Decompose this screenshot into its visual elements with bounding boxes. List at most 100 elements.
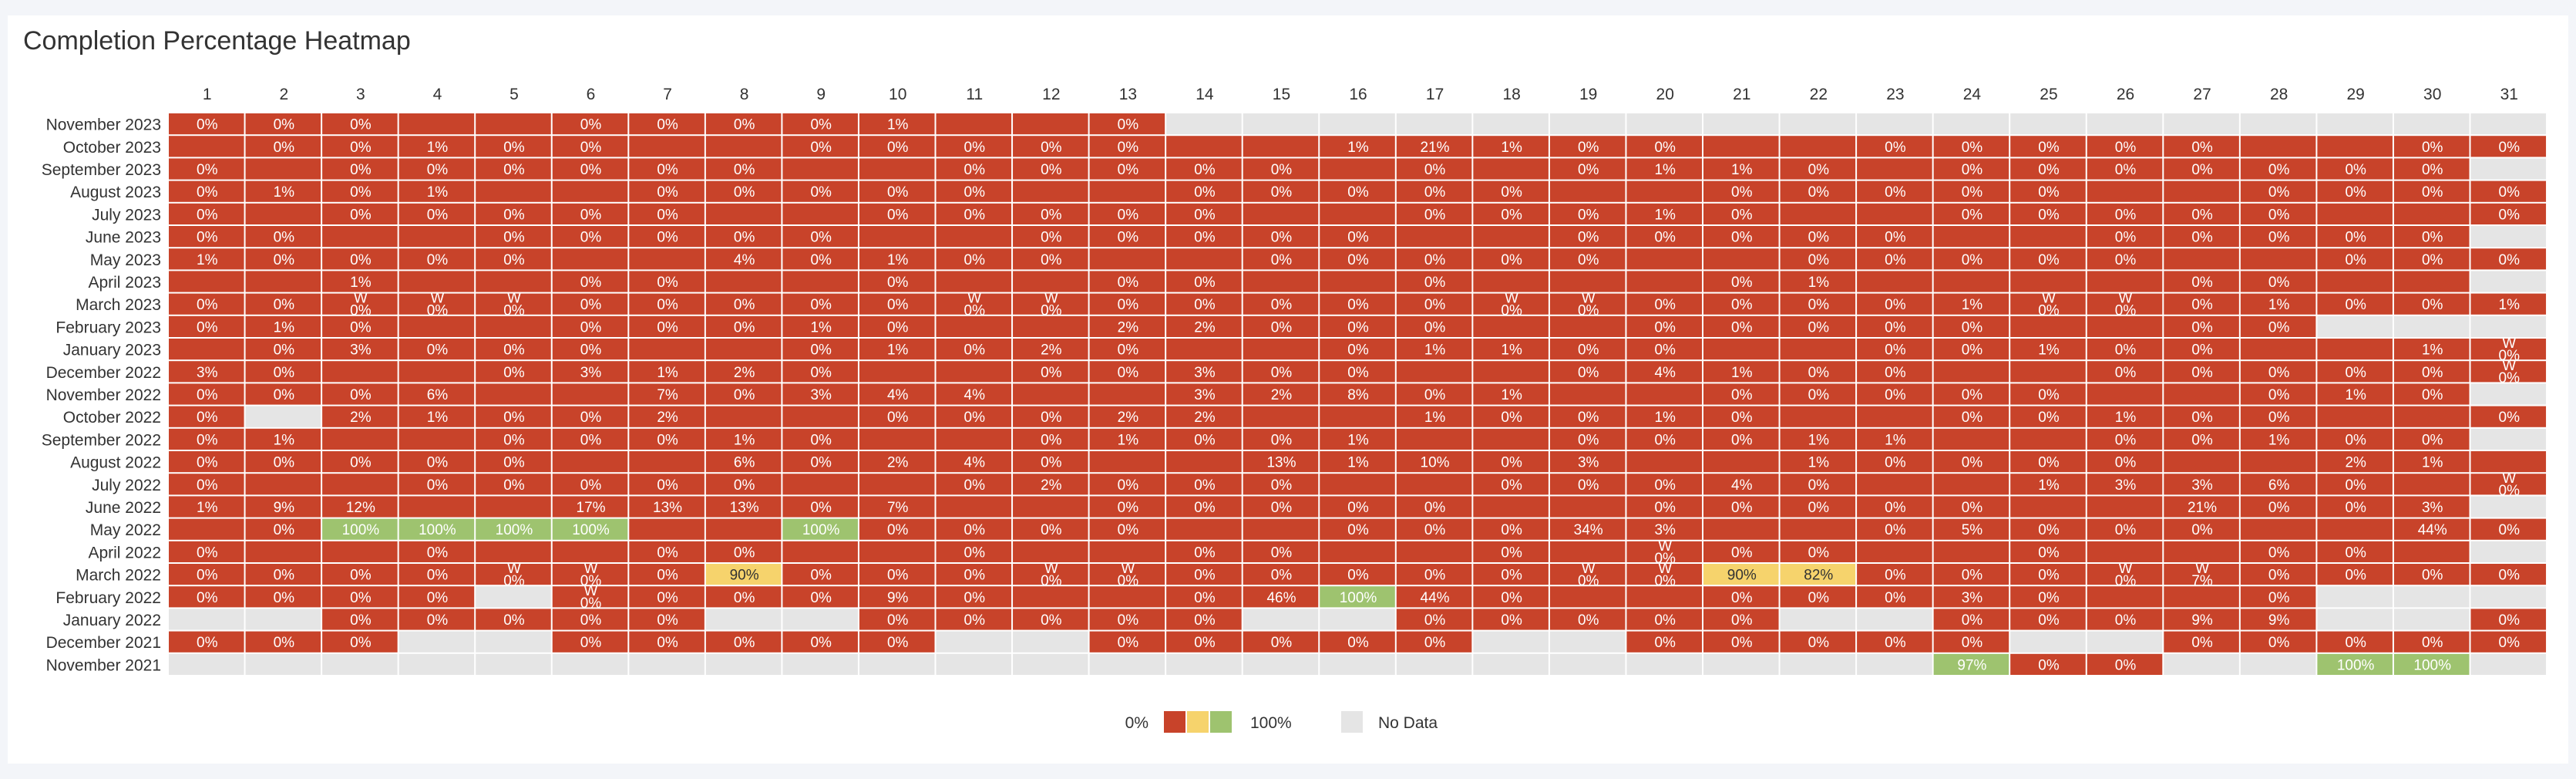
heatmap-cell (2087, 564, 2163, 585)
heatmap-cell (2164, 428, 2239, 450)
heatmap-cell (1089, 136, 1165, 157)
heatmap-cell (476, 609, 551, 630)
cell-label: 0% (2191, 365, 2213, 381)
cell-weekend-marker: W (1582, 561, 1596, 577)
heatmap-cell (1013, 226, 1088, 248)
cell-label: 13% (730, 500, 759, 516)
heatmap-cell (2240, 383, 2316, 405)
cell-label: 0% (1194, 635, 1216, 651)
heatmap-cell (1166, 158, 1242, 180)
heatmap-cell (1933, 541, 2009, 562)
heatmap-cell (629, 609, 705, 630)
heatmap-cell (399, 653, 475, 675)
cell-label: 0% (1118, 477, 1139, 494)
heatmap-cell (859, 496, 935, 518)
heatmap-cell (1243, 361, 1319, 383)
heatmap-cell (1473, 158, 1549, 180)
heatmap-cell (936, 496, 1012, 518)
cell-label: 0% (734, 545, 755, 561)
cell-label: 0% (2499, 410, 2521, 426)
cell-label: 0% (1041, 140, 1062, 156)
cell-label: 1% (2345, 387, 2366, 403)
cell-label: 9% (2268, 612, 2290, 629)
heatmap-cell (2164, 226, 2239, 248)
heatmap-cell (2470, 609, 2547, 630)
cell-label: 0% (2268, 410, 2290, 426)
month-label: June 2022 (86, 499, 161, 517)
heatmap-cell (1166, 113, 1242, 135)
heatmap-cell (1013, 383, 1088, 405)
heatmap-cell (1780, 248, 1856, 270)
heatmap-cell (1089, 609, 1165, 630)
cell-label: 0% (1654, 319, 1676, 336)
heatmap-cell (859, 631, 935, 653)
heatmap-cell (629, 586, 705, 608)
cell-label: 0% (810, 432, 832, 448)
cell-label: 17% (577, 500, 606, 516)
cell-label: 6% (734, 455, 755, 471)
heatmap-cell (476, 653, 551, 675)
month-label: May 2023 (90, 251, 161, 269)
month-label: March 2023 (76, 296, 161, 314)
cell-label: 82% (1804, 568, 1833, 584)
heatmap-cell (629, 564, 705, 585)
heatmap-cell (169, 136, 244, 157)
heatmap-cell (245, 339, 321, 360)
heatmap-cell (2087, 180, 2163, 202)
heatmap-cell (2393, 451, 2470, 473)
heatmap-cell (1243, 293, 1319, 315)
heatmap-cell (1549, 136, 1626, 157)
cell-label: 0% (2191, 342, 2213, 359)
heatmap-cell (1013, 136, 1088, 157)
heatmap-cell (1473, 609, 1549, 630)
heatmap-cell (1780, 383, 1856, 405)
heatmap-cell (322, 293, 398, 315)
cell-label: 2% (2345, 455, 2366, 471)
heatmap-cell (782, 586, 858, 608)
heatmap-cell (1780, 631, 1856, 653)
heatmap-cell (476, 361, 551, 383)
cell-label: 0% (657, 117, 678, 133)
cell-label: 0% (2422, 387, 2443, 403)
heatmap-cell (1396, 541, 1472, 562)
cell-label: 0% (887, 140, 909, 156)
cell-label: 0% (1118, 612, 1139, 629)
heatmap-cell (2393, 293, 2470, 315)
cell-label: 0% (2422, 297, 2443, 313)
cell-label: 1% (734, 432, 755, 448)
cell-label: 0% (197, 432, 218, 448)
heatmap-cell (1626, 586, 1702, 608)
cell-label: 0% (1118, 635, 1139, 651)
heatmap-cell (1933, 113, 2009, 135)
heatmap-cell (859, 586, 935, 608)
heatmap-cell (2393, 339, 2470, 360)
heatmap-cell (1473, 564, 1549, 585)
heatmap-cell (2240, 248, 2316, 270)
cell-label: 0% (1578, 252, 1599, 268)
cell-label: 2% (734, 365, 755, 381)
heatmap-cell (1166, 203, 1242, 224)
heatmap-cell (629, 293, 705, 315)
heatmap-cell (2317, 474, 2393, 495)
heatmap-cell (859, 226, 935, 248)
cell-label: 0% (350, 117, 372, 133)
heatmap-cell (2087, 271, 2163, 292)
cell-label: 0% (2499, 207, 2521, 223)
heatmap-cell (2087, 406, 2163, 427)
cell-label: 0% (964, 162, 986, 178)
heatmap-cell (1013, 451, 1088, 473)
heatmap-cell (1549, 293, 1626, 315)
cell-label: 0% (1578, 342, 1599, 359)
cell-label: 1% (427, 140, 449, 156)
heatmap-cell (1703, 496, 1779, 518)
cell-weekend-marker: W (1658, 538, 1672, 555)
heatmap-cell (705, 315, 782, 337)
heatmap-cell (1933, 518, 2009, 540)
heatmap-cell (859, 136, 935, 157)
heatmap-cell (1549, 339, 1626, 360)
heatmap-cell (1089, 653, 1165, 675)
cell-label: 0% (197, 387, 218, 403)
cell-label: 4% (734, 252, 755, 268)
cell-label: 0% (1731, 230, 1753, 246)
cell-label: 0% (427, 545, 449, 561)
